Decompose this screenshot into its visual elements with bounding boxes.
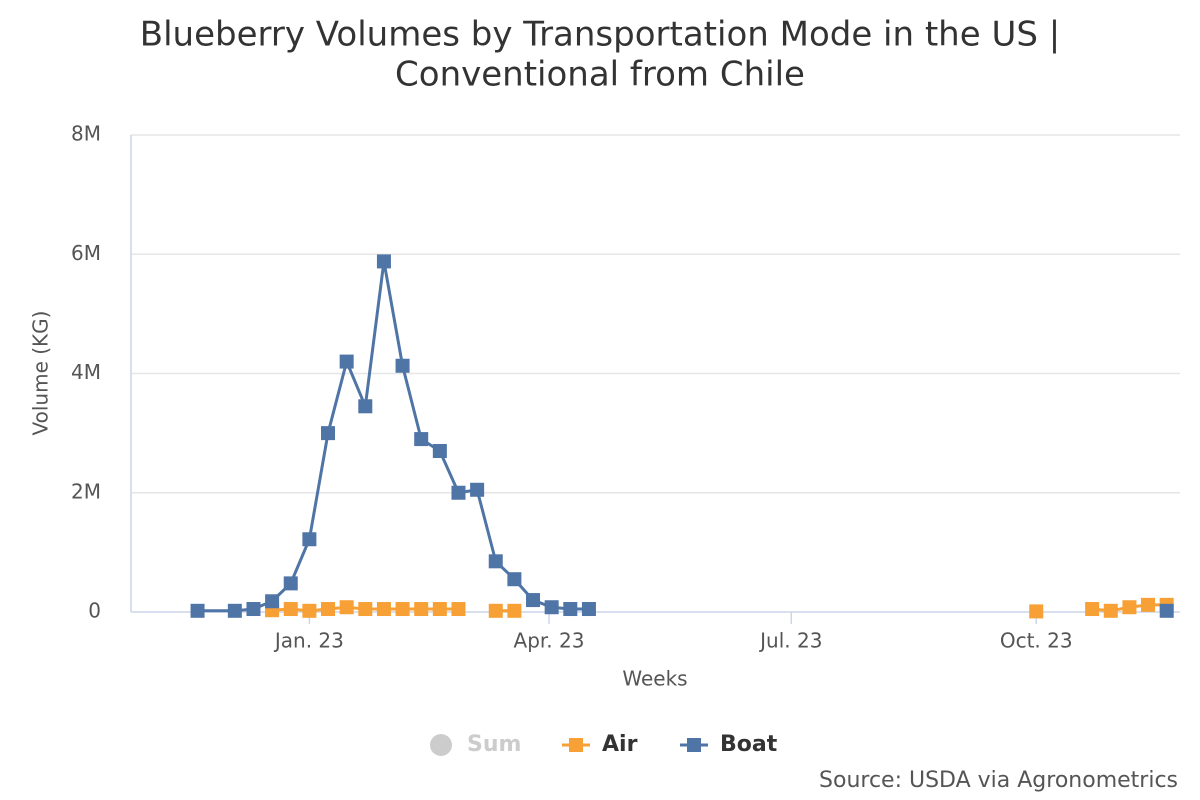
marker xyxy=(507,603,522,618)
marker xyxy=(339,600,354,615)
marker xyxy=(432,444,447,459)
legend-label[interactable]: Boat xyxy=(720,732,778,757)
y-tick-label: 2M xyxy=(71,479,101,503)
marker xyxy=(227,603,242,618)
marker xyxy=(358,399,373,414)
marker xyxy=(451,602,466,617)
y-tick-label: 6M xyxy=(71,241,101,265)
marker xyxy=(190,603,205,618)
marker xyxy=(283,576,298,591)
source: Source: USDA via Agronometrics xyxy=(819,768,1178,793)
chart-title: Blueberry Volumes by Transportation Mode… xyxy=(140,15,1060,55)
marker xyxy=(395,602,410,617)
marker xyxy=(1141,597,1156,612)
marker xyxy=(1122,600,1137,615)
marker xyxy=(1085,602,1100,617)
marker xyxy=(544,600,559,615)
marker xyxy=(302,532,317,547)
marker xyxy=(526,593,541,608)
marker xyxy=(358,602,373,617)
legend-marker xyxy=(430,734,452,756)
legend-label[interactable]: Sum xyxy=(467,732,521,757)
y-tick-label: 4M xyxy=(71,360,101,384)
marker xyxy=(581,602,596,617)
marker xyxy=(395,358,410,373)
x-tick-label: Jan. 23 xyxy=(273,629,344,653)
x-tick-label: Jul. 23 xyxy=(758,629,822,653)
marker xyxy=(1159,603,1174,618)
legend-marker xyxy=(569,738,583,752)
marker xyxy=(302,603,317,618)
marker xyxy=(321,602,336,617)
marker xyxy=(414,602,429,617)
marker xyxy=(339,354,354,369)
marker xyxy=(432,602,447,617)
marker xyxy=(376,602,391,617)
marker xyxy=(488,603,503,618)
marker xyxy=(414,432,429,447)
marker xyxy=(376,254,391,269)
chart-subtitle: Conventional from Chile xyxy=(395,55,805,95)
marker xyxy=(246,602,261,617)
x-tick-label: Oct. 23 xyxy=(1000,629,1073,653)
x-axis-label: Weeks xyxy=(622,667,687,691)
marker xyxy=(488,554,503,569)
marker xyxy=(265,594,280,609)
y-tick-label: 0 xyxy=(88,599,101,623)
y-tick-label: 8M xyxy=(71,122,101,146)
marker xyxy=(1029,604,1044,619)
marker xyxy=(563,602,578,617)
y-axis-label: Volume (KG) xyxy=(29,311,53,436)
marker xyxy=(507,572,522,587)
series-line xyxy=(198,261,1167,610)
legend-label[interactable]: Air xyxy=(602,732,638,757)
marker xyxy=(470,482,485,497)
marker xyxy=(1103,603,1118,618)
legend-marker xyxy=(687,738,701,752)
marker xyxy=(321,426,336,441)
marker xyxy=(451,485,466,500)
x-tick-label: Apr. 23 xyxy=(514,629,585,653)
marker xyxy=(283,602,298,617)
